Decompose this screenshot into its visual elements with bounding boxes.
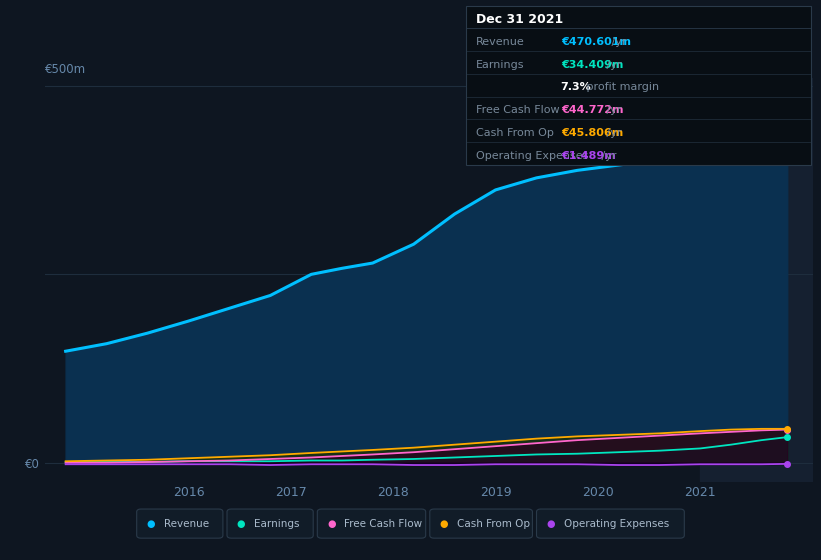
Text: Operating Expenses: Operating Expenses	[564, 519, 669, 529]
Text: ●: ●	[236, 519, 245, 529]
Text: Free Cash Flow: Free Cash Flow	[345, 519, 423, 529]
Text: 7.3%: 7.3%	[561, 82, 591, 92]
Text: Revenue: Revenue	[476, 37, 525, 46]
Text: €45.806m: €45.806m	[561, 128, 623, 138]
Text: ●: ●	[146, 519, 155, 529]
Text: €470.601m: €470.601m	[561, 37, 631, 46]
Text: Revenue: Revenue	[164, 519, 209, 529]
Text: /yr: /yr	[608, 37, 626, 46]
Text: €44.772m: €44.772m	[561, 105, 623, 115]
Text: /yr: /yr	[603, 128, 621, 138]
Text: Dec 31 2021: Dec 31 2021	[476, 13, 563, 26]
Bar	[700, 78, 813, 482]
Text: ●: ●	[546, 519, 555, 529]
Text: ●: ●	[439, 519, 448, 529]
Text: /yr: /yr	[603, 105, 621, 115]
Text: /yr: /yr	[603, 59, 621, 69]
Text: €1.489m: €1.489m	[561, 151, 616, 161]
Text: Earnings: Earnings	[255, 519, 300, 529]
Text: /yr: /yr	[598, 151, 617, 161]
Text: profit margin: profit margin	[583, 82, 659, 92]
Text: Free Cash Flow: Free Cash Flow	[476, 105, 560, 115]
Text: ●: ●	[327, 519, 336, 529]
Text: €34.409m: €34.409m	[561, 59, 623, 69]
Text: Earnings: Earnings	[476, 59, 525, 69]
Text: Cash From Op: Cash From Op	[457, 519, 530, 529]
Text: Cash From Op: Cash From Op	[476, 128, 554, 138]
Text: Operating Expenses: Operating Expenses	[476, 151, 589, 161]
Text: €500m: €500m	[45, 63, 86, 76]
